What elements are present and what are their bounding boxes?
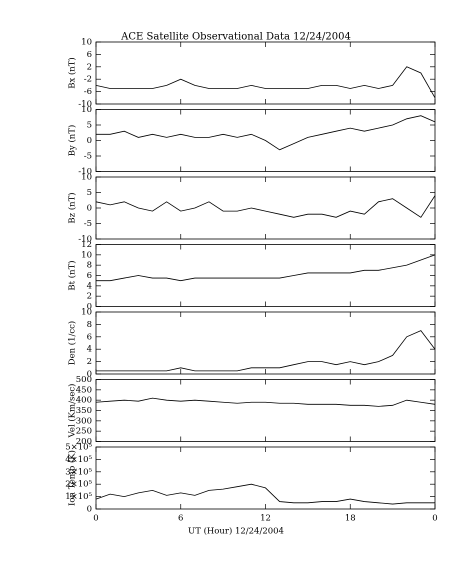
y-axis-label: Bx (nT): [67, 57, 78, 89]
panel-frame: [95, 244, 436, 307]
y-tick-label: 350: [76, 406, 92, 416]
data-line: [95, 483, 435, 505]
y-tick-label: 10: [81, 250, 92, 260]
y-tick-label: 6: [87, 50, 92, 60]
data-line: [95, 66, 436, 98]
y-tick-label: 6: [87, 332, 92, 342]
y-tick-label: -10: [78, 100, 92, 110]
y-tick-label: 5: [87, 121, 92, 131]
y-tick-label: 2×10⁵: [65, 480, 92, 490]
y-tick-label: -5: [84, 152, 92, 162]
panel-frame: [95, 311, 436, 375]
y-tick-label: 8: [87, 320, 92, 330]
panel-frame: [95, 176, 436, 240]
y-tick-label: 10: [81, 38, 92, 48]
y-axis-label: Vel (Km/sec): [67, 384, 78, 439]
y-tick-label: 500: [76, 375, 92, 385]
y-tick-label: 8: [87, 261, 92, 271]
data-line: [96, 115, 436, 151]
y-tick-label: 4: [87, 345, 92, 355]
y-axis-label: Bt (nT): [67, 260, 78, 290]
y-axis-label: Bz (nT): [67, 192, 78, 223]
y-tick-label: 4: [87, 281, 92, 291]
y-tick-label: 6: [87, 271, 92, 281]
panel-frame: [95, 41, 436, 105]
y-tick-label: 4×10⁵: [65, 455, 92, 465]
y-tick-label: 250: [76, 427, 92, 437]
y-tick-label: 5: [87, 188, 92, 198]
x-axis-label: UT (Hour) 12/24/2004: [188, 526, 284, 537]
y-tick-label: 200: [76, 437, 92, 447]
panel-frame: [95, 379, 436, 442]
data-line: [96, 330, 436, 372]
y-tick-label: -2: [84, 75, 92, 85]
data-line: [96, 254, 436, 282]
chart-title: ACE Satellite Observational Data 12/24/2…: [120, 32, 351, 43]
x-tick-label: 12: [260, 514, 271, 524]
y-tick-label: 0: [87, 302, 92, 312]
y-tick-label: 0: [87, 204, 92, 214]
y-tick-label: 2: [87, 292, 92, 302]
x-tick-label: 0: [93, 514, 98, 524]
y-tick-label: -10: [78, 235, 92, 245]
y-tick-label: 0: [87, 505, 92, 515]
data-line: [95, 397, 436, 407]
y-axis-label: By (nT): [67, 125, 78, 157]
y-tick-label: 1×10⁵: [65, 492, 92, 502]
x-tick-label: 6: [178, 514, 183, 524]
y-tick-label: 10: [81, 173, 92, 183]
y-tick-label: 10: [81, 105, 92, 115]
x-tick-label: 18: [345, 514, 356, 524]
y-tick-label: -6: [84, 87, 92, 97]
y-tick-label: 12: [81, 240, 92, 250]
y-tick-label: 2: [87, 62, 92, 72]
panel-frame: [95, 446, 436, 510]
y-tick-label: 400: [76, 396, 92, 406]
y-tick-label: -10: [78, 167, 92, 177]
y-tick-label: -5: [84, 219, 92, 229]
y-tick-label: 3×10⁵: [65, 467, 92, 477]
y-tick-label: 5×10⁵: [65, 443, 92, 453]
y-tick-label: 0: [87, 370, 92, 380]
y-tick-label: 2: [87, 357, 92, 367]
y-tick-label: 300: [76, 416, 92, 426]
y-axis-label: Den (1/cc): [67, 321, 78, 365]
y-tick-label: 10: [81, 308, 92, 318]
y-tick-label: 0: [87, 136, 92, 146]
x-tick-label: 0: [432, 514, 437, 524]
y-tick-label: 450: [76, 385, 92, 395]
y-axis-label: Ion Temp (K): [67, 450, 78, 506]
data-line: [95, 195, 436, 218]
